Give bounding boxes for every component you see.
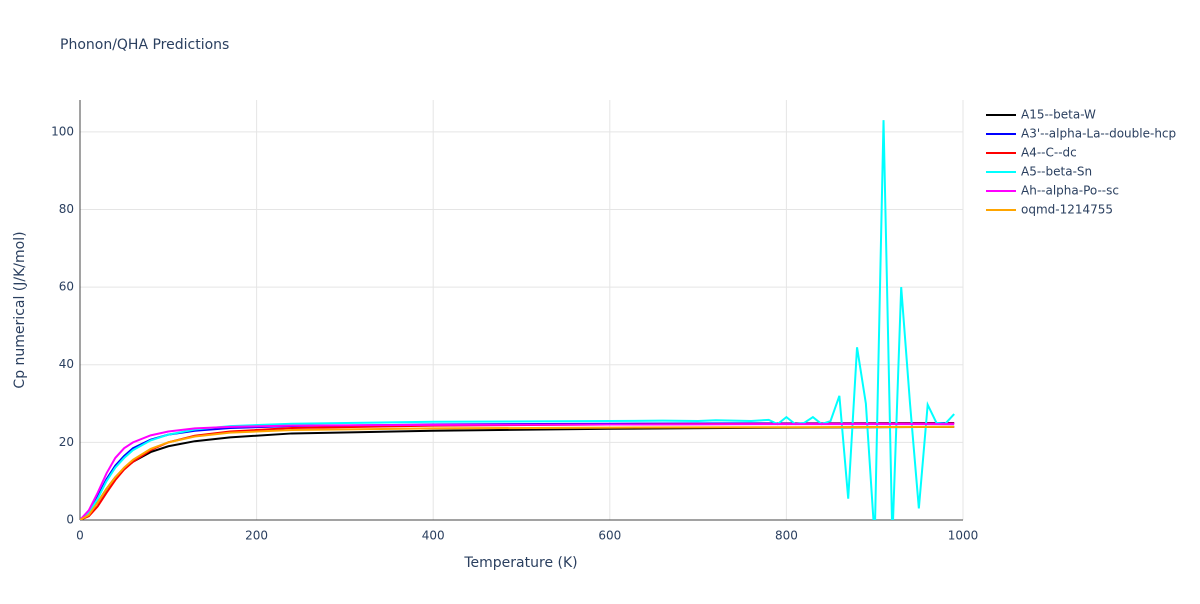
y-tick-label: 60 [59,280,74,294]
x-tick-label: 0 [76,529,84,543]
legend-label: oqmd-1214755 [1021,203,1113,217]
y-axis-title: Cp numerical (J/K/mol) [12,231,28,388]
y-tick-label: 0 [66,513,74,527]
series-line [80,423,955,520]
series-line [80,422,955,520]
series-line [80,425,955,520]
x-tick-label: 600 [598,529,621,543]
plot-area [80,120,955,520]
x-tick-label: 800 [775,529,798,543]
x-tick-label: 1000 [948,529,979,543]
y-tick-label: 40 [59,357,74,371]
legend-label: A5--beta-Sn [1021,165,1092,179]
legend-label: A4--C--dc [1021,146,1077,160]
x-tick-label: 400 [422,529,445,543]
y-tick-label: 100 [51,124,74,138]
y-tick-label: 80 [59,202,74,216]
series-line [80,425,955,520]
legend-label: Ah--alpha-Po--sc [1021,184,1119,198]
y-tick-label: 20 [59,435,74,449]
series-line [80,120,955,520]
series-line [80,421,955,520]
legend-label: A15--beta-W [1021,108,1096,122]
legend-label: A3'--alpha-La--double-hcp [1021,127,1176,141]
x-tick-label: 200 [245,529,268,543]
x-axis-title: Temperature (K) [463,555,577,571]
chart-title: Phonon/QHA Predictions [60,37,229,53]
